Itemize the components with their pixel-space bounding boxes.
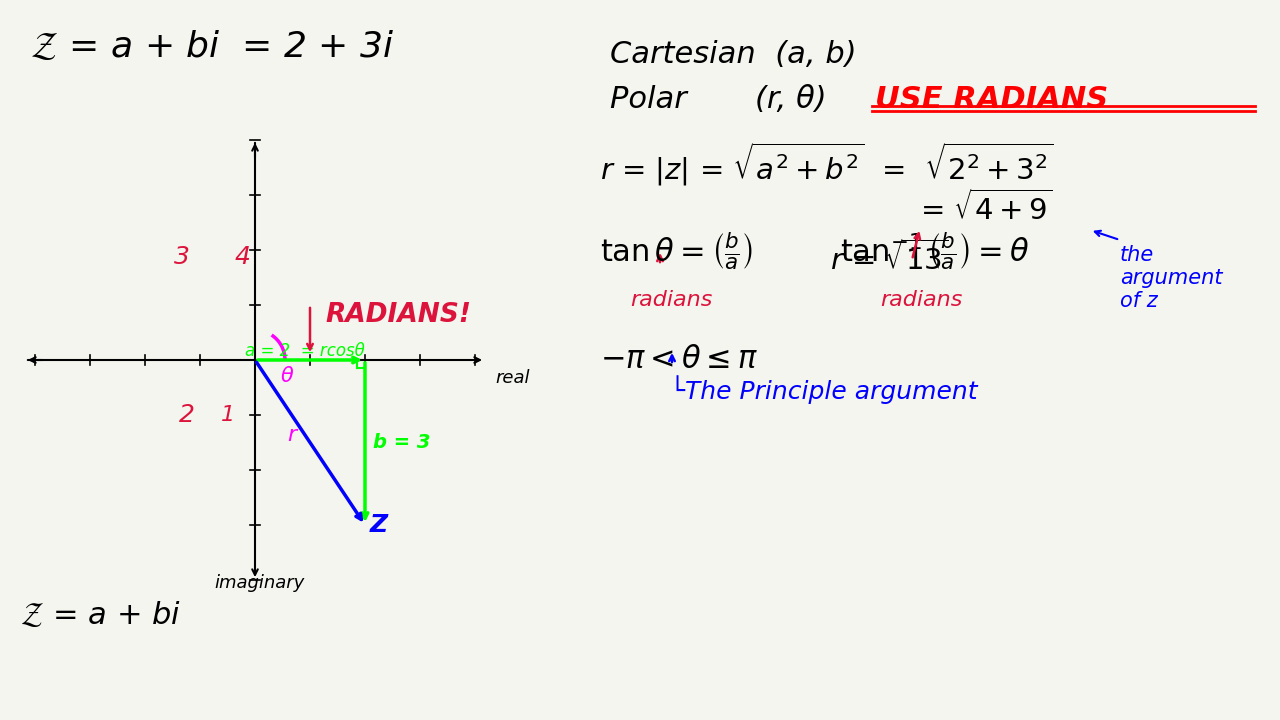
Text: the
argument
of z: the argument of z — [1120, 245, 1222, 312]
Text: 3: 3 — [174, 245, 189, 269]
Text: USE RADIANS: USE RADIANS — [876, 85, 1108, 114]
Text: r = |z| = $\sqrt{a^2+b^2}$  =  $\sqrt{2^2+3^2}$: r = |z| = $\sqrt{a^2+b^2}$ = $\sqrt{2^2+… — [600, 140, 1053, 188]
Text: Polar       (r, θ): Polar (r, θ) — [611, 85, 846, 114]
Text: r = $\sqrt{13}$: r = $\sqrt{13}$ — [829, 240, 948, 276]
Text: 2: 2 — [179, 403, 195, 427]
Text: 1: 1 — [221, 405, 236, 425]
Text: radians: radians — [881, 290, 963, 310]
Text: └The Principle argument: └The Principle argument — [669, 375, 978, 404]
Text: real: real — [495, 369, 530, 387]
Text: a = 2  = rcosθ: a = 2 = rcosθ — [246, 342, 365, 360]
Text: $\tan\theta = \left(\frac{b}{a}\right)$: $\tan\theta = \left(\frac{b}{a}\right)$ — [600, 230, 753, 271]
Text: Z: Z — [370, 513, 388, 537]
Text: $\mathcal{Z}$ = a + b$i$: $\mathcal{Z}$ = a + b$i$ — [20, 600, 182, 630]
Text: b = 3: b = 3 — [372, 433, 430, 452]
Text: $\mathcal{Z}$ = a + b$i$  = 2 + 3$i$: $\mathcal{Z}$ = a + b$i$ = 2 + 3$i$ — [29, 30, 394, 64]
Text: radians: radians — [630, 290, 713, 310]
Text: 4: 4 — [236, 245, 251, 269]
Text: imaginary: imaginary — [214, 574, 305, 592]
Text: RADIANS!: RADIANS! — [325, 302, 471, 328]
Text: $\tan^{-1}\left(\frac{b}{a}\right) = \theta$: $\tan^{-1}\left(\frac{b}{a}\right) = \th… — [840, 230, 1029, 271]
Text: θ: θ — [280, 366, 293, 386]
Text: r: r — [288, 425, 297, 444]
Text: $-\pi < \theta \leq \pi$: $-\pi < \theta \leq \pi$ — [600, 345, 758, 374]
Text: = $\sqrt{4+9}$: = $\sqrt{4+9}$ — [920, 190, 1052, 226]
Text: Cartesian  (a, b): Cartesian (a, b) — [611, 40, 856, 69]
